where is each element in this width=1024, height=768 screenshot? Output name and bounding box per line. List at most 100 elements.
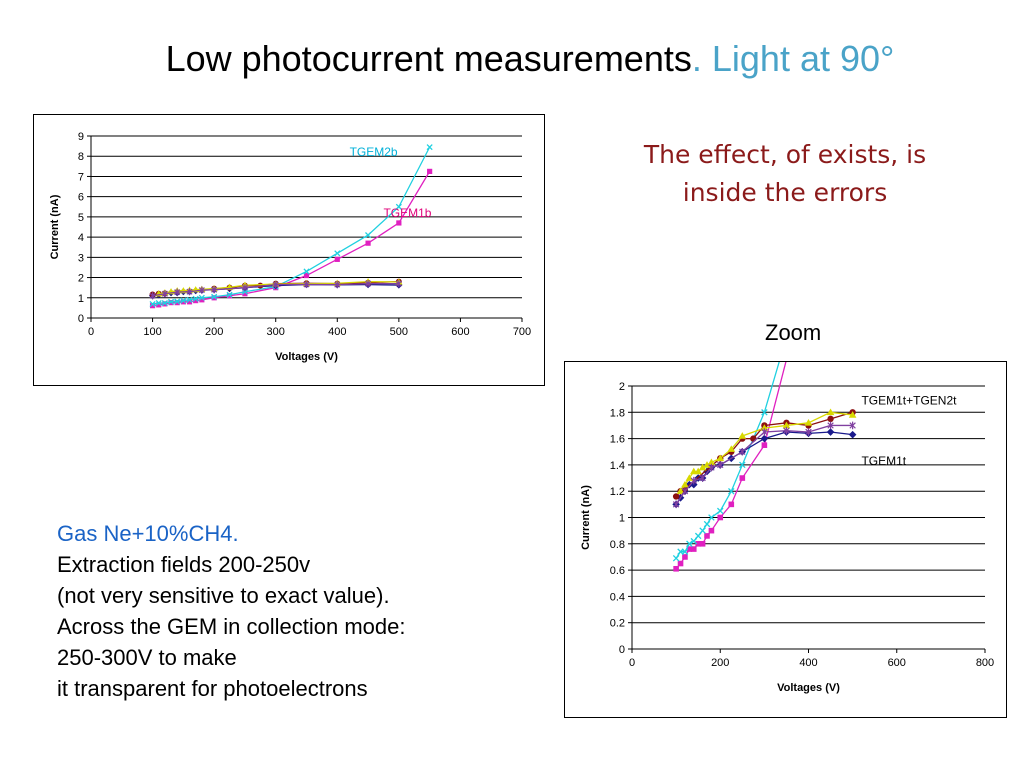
zoom-ytick-label-10: 2 bbox=[619, 381, 625, 393]
main-line-tgem2b bbox=[152, 146, 431, 305]
zoom-point-series-6-1 bbox=[681, 487, 689, 495]
main-xtick-label-0: 0 bbox=[88, 326, 94, 338]
zoom-point-series-5-5 bbox=[698, 463, 707, 471]
main-annotation-tgem1b: TGEM1b bbox=[383, 206, 431, 220]
main-point-tgem2b-16 bbox=[395, 203, 402, 210]
main-point-tgem1b-13 bbox=[303, 272, 310, 279]
effect-line-2: inside the errors bbox=[682, 178, 888, 207]
main-xtick-label-7: 700 bbox=[513, 326, 531, 338]
zoom-series-tgem2b bbox=[672, 362, 780, 562]
title-dot: . bbox=[691, 38, 702, 79]
zoom-xtick-label-1: 200 bbox=[711, 657, 729, 669]
note-voltage: 250-300V to make bbox=[57, 645, 237, 670]
effect-line-1: The effect, of exists, is bbox=[643, 140, 927, 169]
zoom-annotation-tgem1t: TGEM1t bbox=[861, 454, 906, 468]
main-point-tgem2b-1 bbox=[155, 299, 162, 307]
zoom-point-tgem1b-2 bbox=[682, 554, 688, 560]
zoom-point-tgem2b-3 bbox=[686, 540, 693, 548]
main-ytick-label-8: 8 bbox=[78, 151, 84, 163]
zoom-point-tgem2b-5 bbox=[694, 532, 702, 540]
main-ytick-label-7: 7 bbox=[78, 171, 84, 183]
main-point-series-6-4 bbox=[198, 286, 205, 294]
zoom-point-series-5-2 bbox=[685, 474, 694, 481]
zoom-point-tgem2b-4 bbox=[690, 537, 698, 545]
zoom-label: Zoom bbox=[765, 320, 822, 345]
zoom-ytick-label-4: 0.8 bbox=[610, 539, 625, 551]
zoom-line-series-5 bbox=[679, 411, 853, 492]
zoom-xtick-label-4: 800 bbox=[976, 657, 994, 669]
zoom-xtick-label-0: 0 bbox=[629, 657, 635, 669]
main-point-tgem2b-15 bbox=[365, 232, 372, 239]
zoom-point-series-6-6 bbox=[739, 447, 746, 456]
main-point-tgem1b-10 bbox=[226, 293, 233, 299]
note-sensitivity: (not very sensitive to exact value). bbox=[57, 583, 390, 608]
main-xtick-label-5: 500 bbox=[390, 326, 408, 338]
main-line-series-6 bbox=[152, 282, 399, 297]
zoom-y-axis-label: Current (nA) bbox=[580, 485, 592, 550]
zoom-series-series-5 bbox=[676, 408, 857, 494]
zoom-point-tgem1b-4 bbox=[690, 546, 697, 552]
zoom-point-series-6-3 bbox=[699, 474, 706, 482]
main-point-tgem1b-11 bbox=[242, 291, 248, 297]
main-point-tgem1b-7 bbox=[193, 298, 199, 304]
zoom-series-tgem1b bbox=[673, 362, 787, 572]
zoom-series-series-6 bbox=[672, 421, 856, 509]
main-point-tgem2b-9 bbox=[211, 293, 218, 300]
zoom-point-tgem1b-11 bbox=[739, 475, 746, 481]
zoom-point-tgem2b-6 bbox=[699, 527, 706, 534]
main-point-series-6-6 bbox=[241, 284, 248, 292]
main-point-tgem2b-0 bbox=[149, 300, 156, 308]
zoom-point-series-5-1 bbox=[681, 480, 689, 488]
main-point-series-6-8 bbox=[303, 280, 310, 289]
main-point-tgem2b-8 bbox=[198, 294, 205, 301]
main-xtick-label-2: 200 bbox=[205, 326, 223, 338]
zoom-point-tgem1t-16 bbox=[848, 430, 857, 439]
zoom-point-series-6-8 bbox=[783, 426, 790, 435]
main-point-series-6-0 bbox=[149, 292, 156, 300]
zoom-point-tgem2b-12 bbox=[761, 409, 768, 416]
zoom-point-tgem1b-6 bbox=[699, 541, 706, 547]
title-main: Low photocurrent measurements bbox=[165, 38, 692, 79]
zoom-point-tgem1t-tgen2t-0 bbox=[672, 493, 680, 500]
main-point-tgem1b-9 bbox=[211, 295, 217, 301]
main-point-series-6-7 bbox=[272, 281, 279, 289]
main-point-tgem1b-16 bbox=[396, 220, 402, 226]
notes-block: Gas Ne+10%CH4. Extraction fields 200-250… bbox=[57, 518, 405, 704]
main-xtick-label-6: 600 bbox=[451, 326, 469, 338]
main-y-axis-label: Current (nA) bbox=[49, 194, 61, 259]
zoom-point-series-5-0 bbox=[676, 487, 685, 494]
zoom-point-series-6-11 bbox=[849, 421, 856, 430]
zoom-ytick-label-5: 1 bbox=[619, 513, 625, 525]
main-point-series-6-1 bbox=[161, 290, 168, 298]
main-point-series-6-10 bbox=[365, 280, 372, 288]
zoom-point-series-6-4 bbox=[708, 463, 715, 472]
zoom-point-tgem2b-9 bbox=[716, 507, 724, 515]
zoom-point-tgem2b-11 bbox=[739, 461, 746, 469]
main-point-tgem1b-5 bbox=[180, 299, 186, 305]
main-ytick-label-9: 9 bbox=[78, 131, 84, 143]
zoom-ytick-label-9: 1.8 bbox=[610, 407, 625, 419]
zoom-point-tgem1b-10 bbox=[728, 501, 735, 508]
zoom-point-series-5-14 bbox=[826, 408, 835, 416]
main-point-tgem1b-4 bbox=[174, 300, 180, 306]
main-ytick-label-4: 4 bbox=[78, 232, 84, 244]
zoom-point-series-5-9 bbox=[727, 445, 736, 452]
zoom-point-tgem1b-5 bbox=[695, 541, 701, 547]
zoom-point-tgem1t-15 bbox=[826, 428, 835, 436]
zoom-point-series-5-13 bbox=[804, 419, 813, 426]
zoom-point-tgem1b-7 bbox=[704, 533, 710, 539]
zoom-ytick-label-3: 0.6 bbox=[610, 565, 625, 577]
zoom-chart-frame: 0 0.2 0.4 0.6 0.8 1 1.2 1.4 1.6 1.8 2 0 200 400 600 800… bbox=[564, 361, 1007, 718]
zoom-point-series-5-7 bbox=[707, 458, 716, 466]
zoom-point-series-6-2 bbox=[690, 476, 697, 485]
main-ytick-label-0: 0 bbox=[78, 313, 84, 325]
zoom-point-tgem1b-9 bbox=[717, 514, 724, 521]
main-xtick-label-3: 300 bbox=[267, 326, 285, 338]
main-point-tgem1b-0 bbox=[149, 303, 156, 309]
zoom-ytick-label-2: 0.4 bbox=[610, 591, 625, 603]
zoom-point-series-5-8 bbox=[716, 454, 725, 462]
main-point-tgem1b-6 bbox=[186, 299, 193, 305]
zoom-series-tgem1t bbox=[672, 428, 857, 509]
zoom-point-series-5-4 bbox=[694, 467, 702, 475]
main-point-tgem2b-7 bbox=[192, 295, 199, 302]
